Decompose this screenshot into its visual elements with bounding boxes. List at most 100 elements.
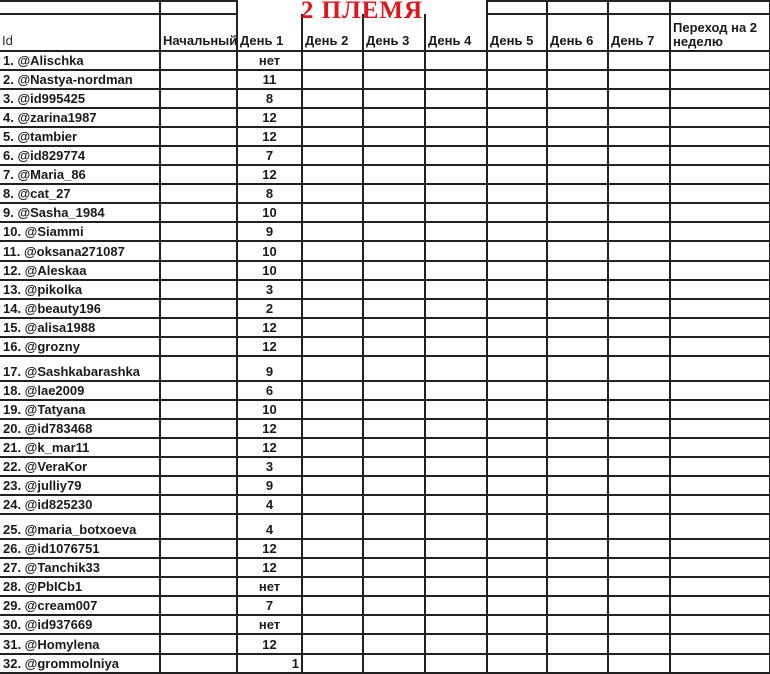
day1-value-cell[interactable]: 12 (236, 316, 303, 338)
day7-cell[interactable] (607, 278, 671, 300)
perehod-cell[interactable] (669, 456, 770, 478)
perehod-cell[interactable] (669, 297, 770, 319)
perehod-cell[interactable] (669, 494, 770, 516)
nachalny-cell[interactable] (159, 513, 238, 541)
participant-id-cell[interactable]: 21. @k_mar11 (0, 436, 161, 459)
day2-cell[interactable] (301, 183, 364, 205)
day4-cell[interactable] (424, 398, 488, 420)
day5-cell[interactable] (486, 652, 548, 674)
participant-id-cell[interactable]: 10. @Siammi (0, 221, 161, 243)
nachalny-cell[interactable] (159, 145, 238, 167)
day6-cell[interactable] (546, 221, 609, 243)
participant-id-cell[interactable]: 22. @VeraKor (0, 456, 161, 478)
nachalny-cell[interactable] (159, 316, 238, 338)
day1-value-cell[interactable]: 8 (236, 88, 303, 110)
day1-value-cell[interactable]: 9 (236, 221, 303, 243)
day6-cell[interactable] (546, 494, 609, 516)
day2-cell[interactable] (301, 436, 364, 459)
nachalny-cell[interactable] (159, 335, 238, 357)
day4-cell[interactable] (424, 417, 488, 439)
day6-cell[interactable] (546, 513, 609, 541)
day2-cell[interactable] (301, 456, 364, 478)
day3-cell[interactable] (362, 69, 426, 91)
day1-value-cell[interactable]: 7 (236, 145, 303, 167)
day3-cell[interactable] (362, 633, 426, 655)
day2-cell[interactable] (301, 126, 364, 148)
col-header-perehod[interactable]: Переход на 2 неделю (669, 13, 770, 52)
day7-cell[interactable] (607, 164, 671, 186)
nachalny-cell[interactable] (159, 88, 238, 110)
day5-cell[interactable] (486, 49, 548, 72)
day1-value-cell[interactable]: 1 (236, 652, 303, 674)
day2-cell[interactable] (301, 354, 364, 382)
participant-id-cell[interactable]: 32. @grommolniya (0, 652, 161, 674)
perehod-cell[interactable] (669, 633, 770, 655)
perehod-cell[interactable] (669, 436, 770, 459)
nachalny-cell[interactable] (159, 538, 238, 560)
day5-cell[interactable] (486, 164, 548, 186)
day3-cell[interactable] (362, 595, 426, 617)
day6-cell[interactable] (546, 475, 609, 497)
day3-cell[interactable] (362, 398, 426, 420)
day6-cell[interactable] (546, 297, 609, 319)
day7-cell[interactable] (607, 297, 671, 319)
day5-cell[interactable] (486, 145, 548, 167)
day4-cell[interactable] (424, 69, 488, 91)
day2-cell[interactable] (301, 164, 364, 186)
participant-id-cell[interactable]: 19. @Tatyana (0, 398, 161, 420)
day2-cell[interactable] (301, 652, 364, 674)
title-row-cell-a[interactable] (0, 0, 161, 15)
nachalny-cell[interactable] (159, 126, 238, 148)
day5-cell[interactable] (486, 494, 548, 516)
day3-cell[interactable] (362, 316, 426, 338)
day3-cell[interactable] (362, 354, 426, 382)
participant-id-cell[interactable]: 11. @oksana271087 (0, 240, 161, 262)
participant-id-cell[interactable]: 28. @PbICb1 (0, 576, 161, 598)
perehod-cell[interactable] (669, 475, 770, 497)
day5-cell[interactable] (486, 183, 548, 205)
col-header-day5[interactable]: День 5 (486, 13, 548, 52)
day7-cell[interactable] (607, 595, 671, 617)
day2-cell[interactable] (301, 202, 364, 224)
day1-value-cell[interactable]: 4 (236, 513, 303, 541)
col-header-id[interactable]: Id (0, 13, 161, 52)
day4-cell[interactable] (424, 335, 488, 357)
day7-cell[interactable] (607, 354, 671, 382)
day5-cell[interactable] (486, 557, 548, 579)
day6-cell[interactable] (546, 557, 609, 579)
day1-value-cell[interactable]: 12 (236, 538, 303, 560)
perehod-cell[interactable] (669, 576, 770, 598)
day4-cell[interactable] (424, 513, 488, 541)
day2-cell[interactable] (301, 614, 364, 636)
nachalny-cell[interactable] (159, 633, 238, 655)
day6-cell[interactable] (546, 417, 609, 439)
participant-id-cell[interactable]: 16. @grozny (0, 335, 161, 357)
participant-id-cell[interactable]: 26. @id1076751 (0, 538, 161, 560)
day1-value-cell[interactable]: 10 (236, 202, 303, 224)
day3-cell[interactable] (362, 259, 426, 281)
day4-cell[interactable] (424, 240, 488, 262)
participant-id-cell[interactable]: 4. @zarina1987 (0, 107, 161, 129)
day2-cell[interactable] (301, 475, 364, 497)
participant-id-cell[interactable]: 31. @Homylena (0, 633, 161, 655)
day7-cell[interactable] (607, 614, 671, 636)
day3-cell[interactable] (362, 513, 426, 541)
nachalny-cell[interactable] (159, 278, 238, 300)
participant-id-cell[interactable]: 23. @julliy79 (0, 475, 161, 497)
perehod-cell[interactable] (669, 398, 770, 420)
day3-cell[interactable] (362, 652, 426, 674)
perehod-cell[interactable] (669, 164, 770, 186)
day5-cell[interactable] (486, 417, 548, 439)
day4-cell[interactable] (424, 278, 488, 300)
perehod-cell[interactable] (669, 417, 770, 439)
participant-id-cell[interactable]: 30. @id937669 (0, 614, 161, 636)
day3-cell[interactable] (362, 456, 426, 478)
nachalny-cell[interactable] (159, 221, 238, 243)
day5-cell[interactable] (486, 436, 548, 459)
nachalny-cell[interactable] (159, 557, 238, 579)
day7-cell[interactable] (607, 335, 671, 357)
day5-cell[interactable] (486, 69, 548, 91)
participant-id-cell[interactable]: 7. @Maria_86 (0, 164, 161, 186)
day7-cell[interactable] (607, 436, 671, 459)
nachalny-cell[interactable] (159, 417, 238, 439)
